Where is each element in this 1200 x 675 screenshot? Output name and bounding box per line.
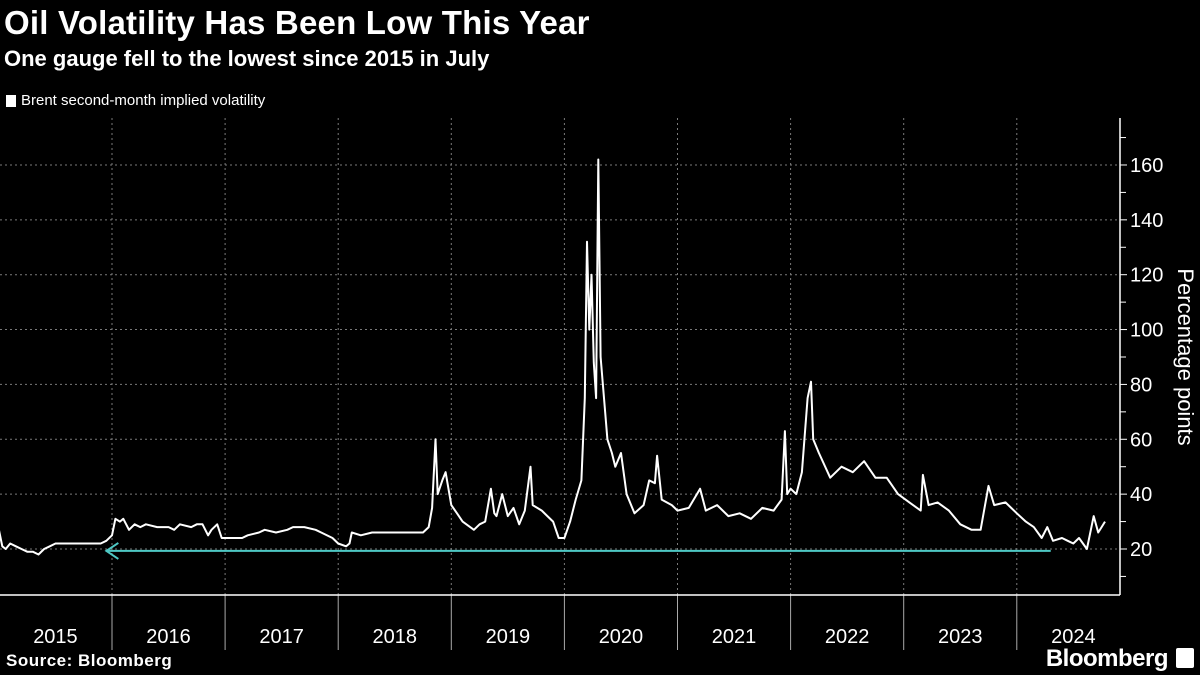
x-tick-label: 2018 [373, 626, 418, 648]
x-tick-label: 2022 [825, 626, 870, 648]
x-tick-label: 2020 [599, 626, 644, 648]
y-tick-label: 120 [1130, 265, 1163, 287]
x-tick-label: 2017 [259, 626, 304, 648]
x-tick-label: 2019 [486, 626, 531, 648]
source-note: Source: Bloomberg [6, 651, 173, 670]
x-tick-label: 2016 [146, 626, 191, 648]
x-tick-label: 2024 [1051, 626, 1096, 648]
y-tick-label: 40 [1130, 484, 1152, 506]
legend-swatch [6, 94, 16, 107]
x-tick-label: 2015 [33, 626, 78, 648]
y-tick-label: 80 [1130, 374, 1152, 396]
reference-arrowhead [104, 542, 119, 560]
x-tick-label: 2021 [712, 626, 757, 648]
y-tick-label: 60 [1130, 429, 1152, 451]
y-tick-label: 20 [1130, 539, 1152, 561]
chart-title: Oil Volatility Has Been Low This Year [4, 4, 590, 41]
legend-label: Brent second-month implied volatility [21, 92, 266, 109]
chart-subtitle: One gauge fell to the lowest since 2015 … [4, 46, 490, 71]
bloomberg-logo: Bloomberg [1045, 645, 1169, 672]
y-tick-label: 140 [1130, 210, 1163, 232]
y-tick-label: 160 [1130, 155, 1163, 177]
x-tick-label: 2023 [938, 626, 983, 648]
y-tick-label: 100 [1130, 320, 1163, 342]
y-axis-label: Percentage points [1173, 268, 1198, 445]
bloomberg-chart-icon [1176, 648, 1194, 668]
legend: Brent second-month implied volatility [6, 92, 265, 109]
series-line-brent-implied-volatility [0, 158, 1106, 556]
